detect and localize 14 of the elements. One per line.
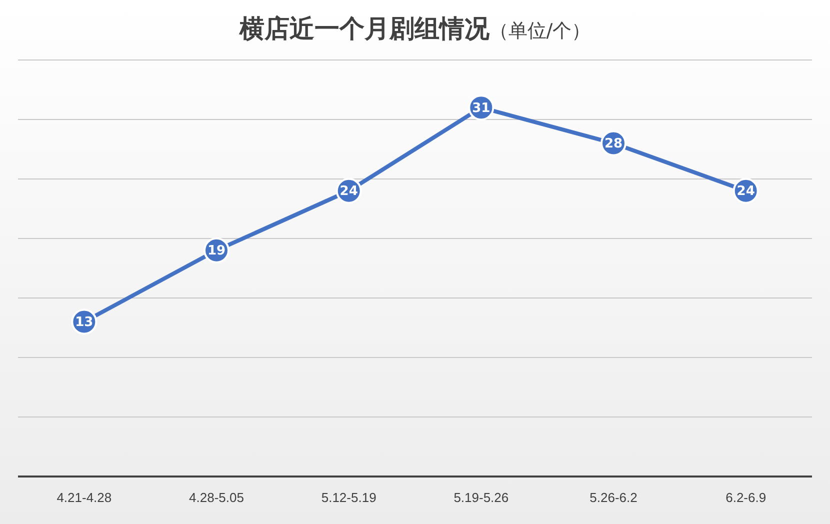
- data-label: 13: [75, 315, 94, 330]
- x-tick-label: 5.12-5.19: [321, 490, 376, 505]
- data-label: 19: [207, 244, 226, 259]
- data-label: 28: [604, 136, 623, 152]
- x-tick-label: 4.21-4.28: [56, 490, 112, 505]
- x-tick-label: 6.2-6.9: [726, 490, 766, 505]
- x-tick-label: 5.19-5.26: [454, 490, 509, 505]
- data-label: 24: [340, 184, 358, 200]
- chart-title: 横店近一个月剧组情况: [239, 14, 490, 43]
- data-label: 31: [472, 100, 490, 116]
- x-tick-label: 4.28-5.05: [189, 490, 244, 505]
- chart-subtitle: （单位/个）: [489, 20, 591, 42]
- x-tick-label: 5.26-6.2: [590, 490, 638, 505]
- data-label: 24: [736, 184, 755, 200]
